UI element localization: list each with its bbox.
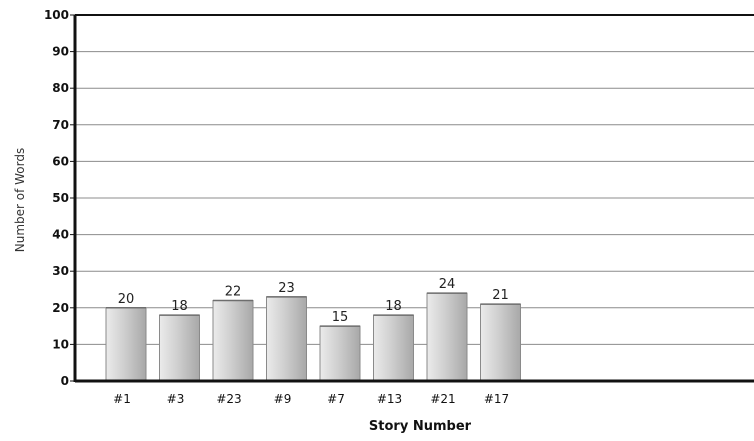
y-tick-label: 90 bbox=[52, 45, 69, 59]
labels: 0 10 20 30 40 50 60 70 80 90 100 20 #1 18 #3 22 #23 23 #9 1… bbox=[44, 8, 509, 406]
x-tick-label: #21 bbox=[430, 392, 455, 406]
bars bbox=[105, 292, 521, 382]
x-tick-label: #23 bbox=[216, 392, 241, 406]
x-tick-label: #3 bbox=[167, 392, 185, 406]
x-tick-label: #17 bbox=[484, 392, 509, 406]
y-tick-label: 100 bbox=[44, 8, 69, 22]
x-tick-label: #1 bbox=[113, 392, 131, 406]
x-axis-title: Story Number bbox=[369, 419, 472, 434]
bar bbox=[105, 307, 147, 382]
y-axis-title: Number of Words bbox=[13, 148, 27, 253]
y-tick-label: 10 bbox=[52, 337, 69, 351]
data-label: 21 bbox=[492, 288, 509, 303]
bar bbox=[480, 303, 521, 382]
x-tick-label: #9 bbox=[274, 392, 292, 406]
y-tick-label: 40 bbox=[52, 228, 69, 242]
data-label: 23 bbox=[278, 281, 295, 296]
y-tick-label: 0 bbox=[61, 374, 69, 388]
bar bbox=[373, 314, 414, 382]
x-tick-label: #13 bbox=[377, 392, 402, 406]
bar bbox=[426, 292, 468, 382]
y-tick-label: 50 bbox=[52, 191, 69, 205]
data-label: 24 bbox=[439, 277, 456, 292]
bar bbox=[266, 296, 307, 382]
data-label: 22 bbox=[225, 284, 242, 299]
data-label: 15 bbox=[332, 310, 349, 325]
bar bbox=[159, 314, 200, 382]
y-tick-label: 30 bbox=[52, 264, 69, 278]
y-tick-label: 60 bbox=[52, 154, 69, 168]
y-tick-label: 20 bbox=[52, 301, 69, 315]
bar bbox=[212, 299, 254, 382]
y-tick-label: 80 bbox=[52, 81, 69, 95]
x-tick-label: #7 bbox=[327, 392, 345, 406]
y-tick-label: 70 bbox=[52, 118, 69, 132]
data-label: 18 bbox=[385, 299, 402, 314]
data-label: 20 bbox=[118, 292, 135, 307]
bar bbox=[319, 325, 361, 382]
data-label: 18 bbox=[171, 299, 188, 314]
axes bbox=[70, 14, 754, 383]
